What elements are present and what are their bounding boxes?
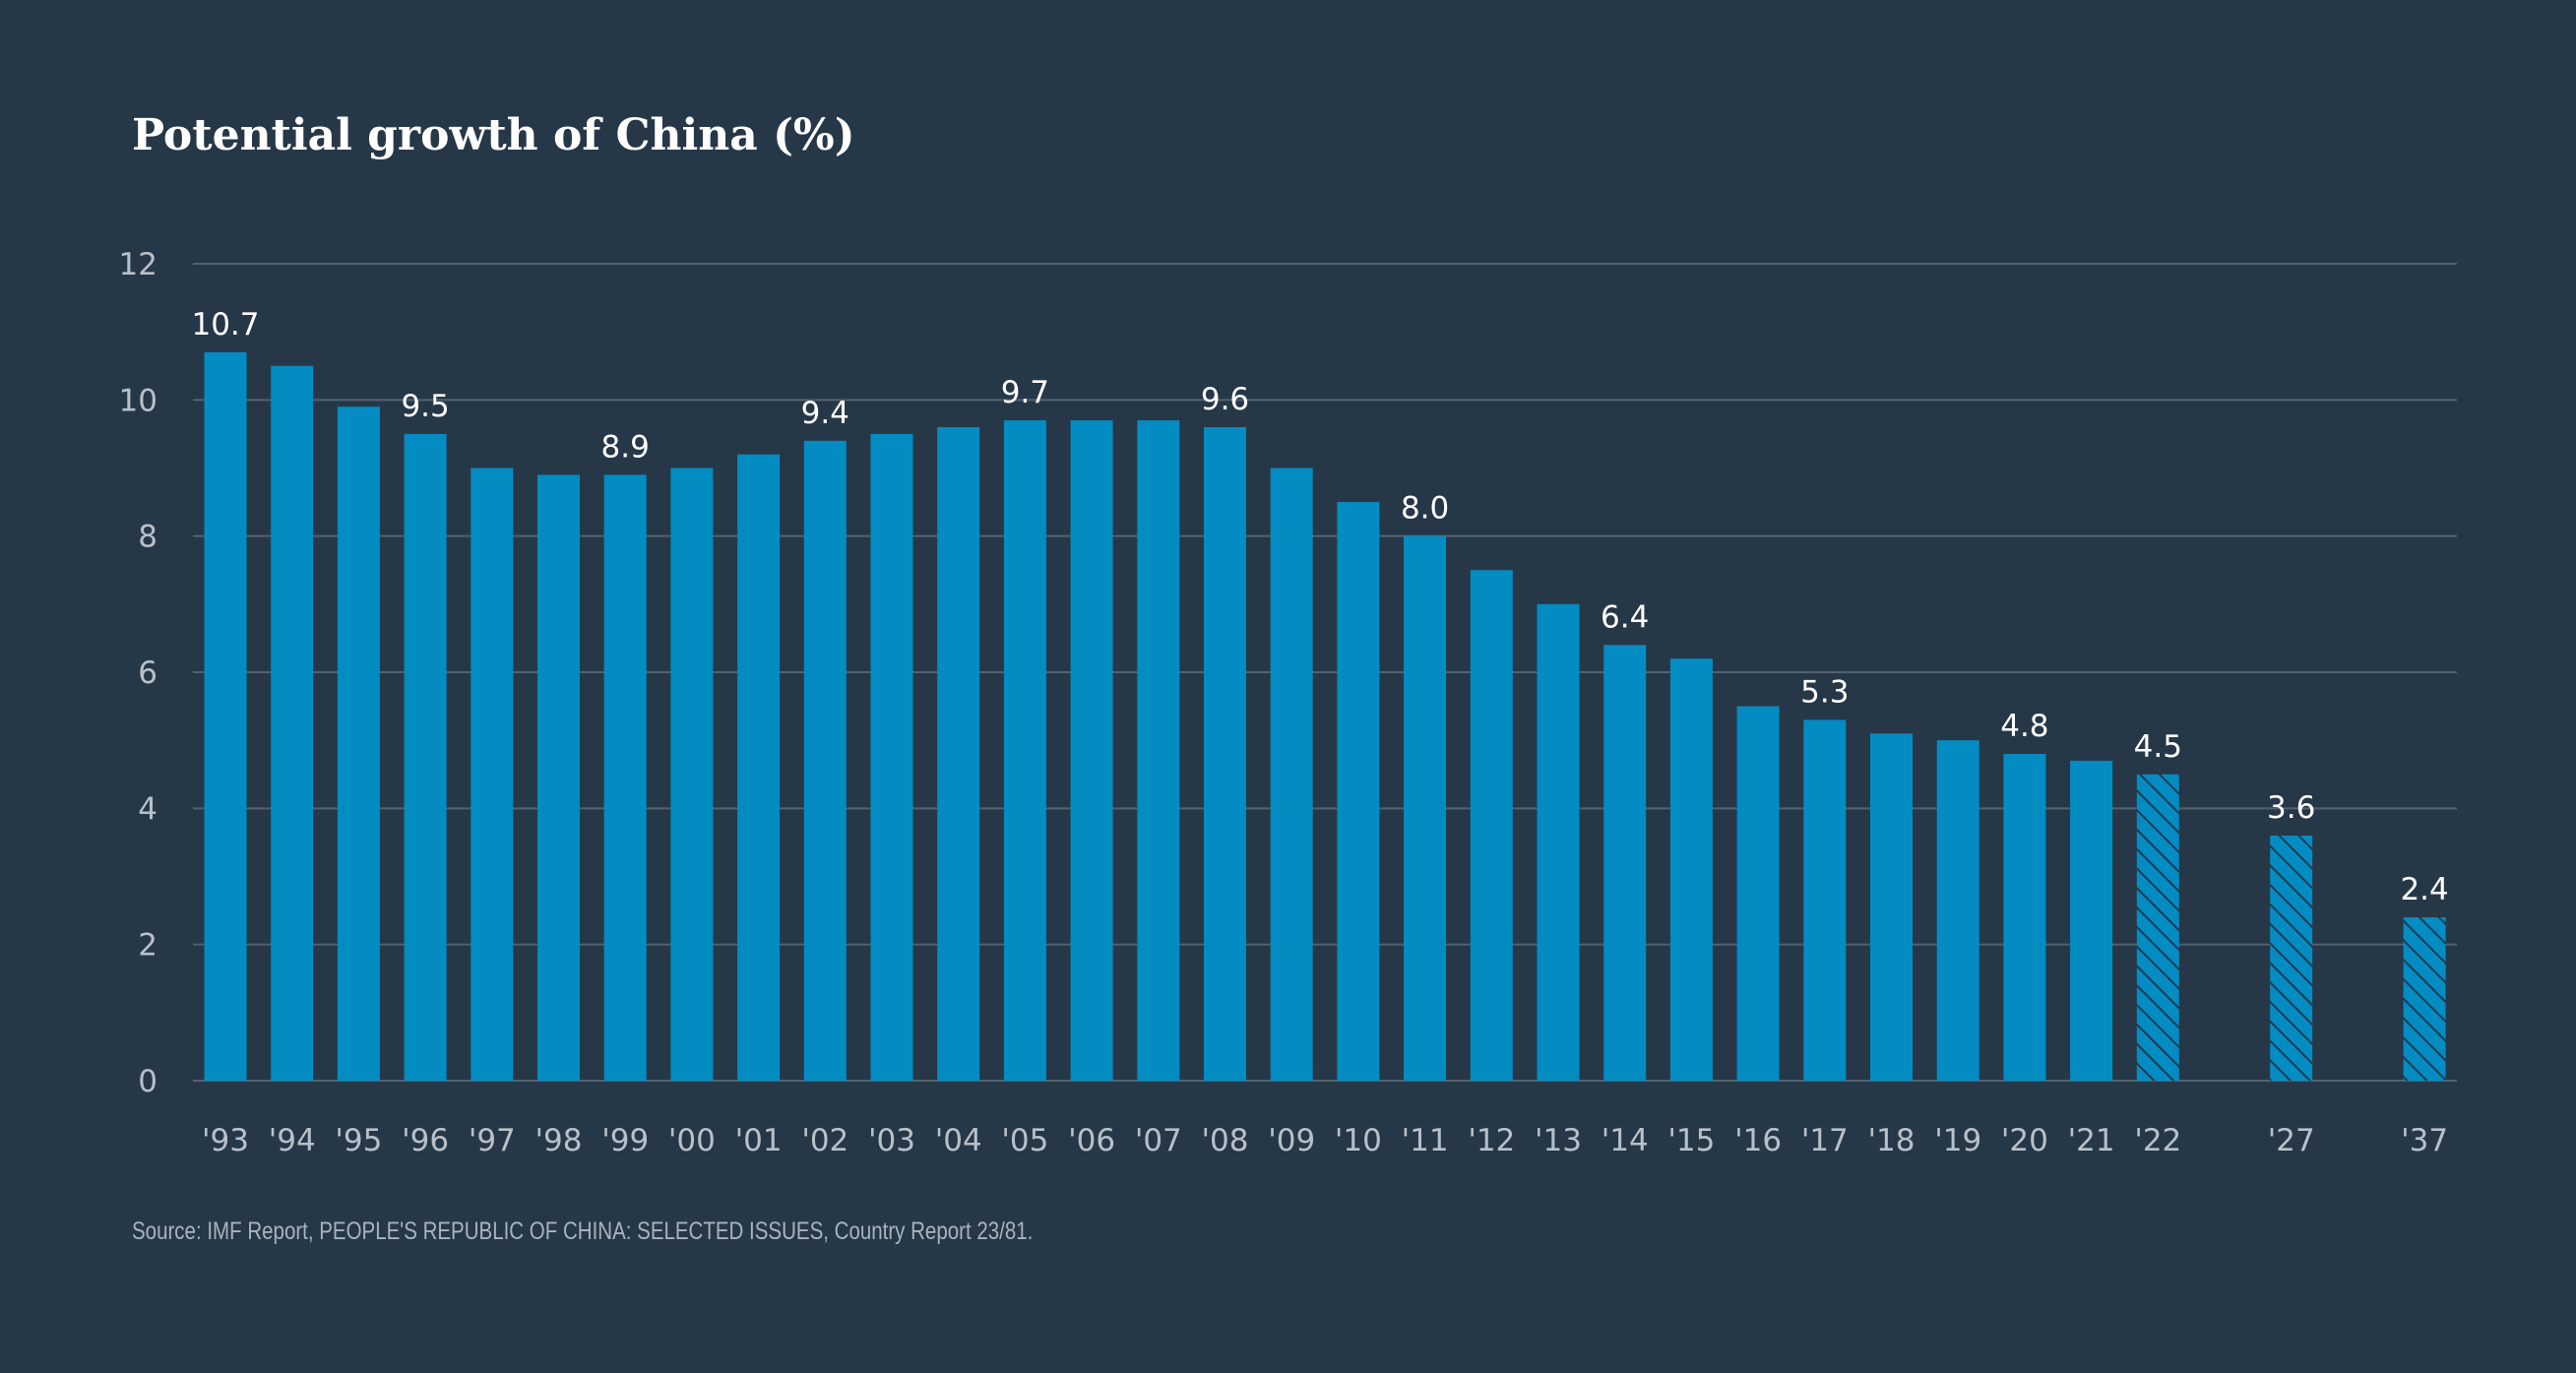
x-tick-label: '13 [1535,1123,1582,1158]
bar [1470,570,1513,1081]
bar [471,468,514,1081]
x-tick-label: '95 [335,1123,382,1158]
data-label: 8.0 [1401,491,1449,527]
bar [271,365,314,1081]
bar [1803,719,1847,1081]
bar [870,433,913,1082]
bar [1003,420,1046,1081]
bar [2003,754,2046,1081]
x-tick-label: '10 [1335,1123,1382,1158]
x-tick-label: '05 [1001,1123,1048,1158]
x-tick-label: '12 [1468,1123,1515,1158]
x-tick-label: '99 [601,1123,649,1158]
bar [1204,427,1246,1081]
x-tick-label: '04 [935,1123,982,1158]
x-tick-label: '21 [2068,1123,2115,1158]
x-tick-label: '18 [1868,1123,1916,1158]
bar [1404,535,1447,1081]
x-tick-label: '98 [535,1123,583,1158]
x-tick-label: '37 [2401,1123,2448,1158]
x-tick-label: '94 [269,1123,316,1158]
data-label: 2.4 [2400,872,2448,907]
bar [1870,733,1913,1081]
bar [1337,502,1380,1081]
x-tick-label: '27 [2268,1123,2315,1158]
bar [803,440,847,1081]
data-label: 9.7 [1001,375,1049,410]
x-tick-label: '07 [1135,1123,1182,1158]
data-label: 3.6 [2267,790,2315,826]
x-tick-label: '11 [1402,1123,1449,1158]
x-axis-ticks: '93 '94 '95 '96 '97 '98 '99 '00 '01 '02 '03 '04 '05 '… [202,1123,2448,1158]
x-tick-label: '19 [1934,1123,1981,1158]
bar [1537,603,1580,1081]
y-tick-label: 2 [138,928,157,964]
x-tick-label: '02 [801,1123,848,1158]
data-label: 9.4 [801,396,849,431]
y-axis-ticks: 0 2 4 6 8 10 12 [119,247,157,1099]
y-tick-label: 12 [119,247,157,282]
bar-projected [2136,774,2179,1081]
gridlines [193,263,2457,1082]
x-tick-label: '93 [202,1123,249,1158]
x-tick-label: '09 [1268,1123,1315,1158]
bar [1270,468,1313,1081]
data-label: 8.9 [601,429,650,465]
bar [204,351,247,1082]
bars [204,351,2446,1082]
x-tick-label: '00 [668,1123,716,1158]
x-tick-label: '03 [868,1123,915,1158]
x-tick-label: '20 [2001,1123,2048,1158]
data-labels: 10.7 9.5 8.9 9.4 9.7 9.6 8.0 6.4 5.3 4.8 4.5 3.6 2.4 [191,307,2448,907]
bar [1669,658,1713,1081]
data-label: 6.4 [1601,599,1649,635]
x-tick-label: '97 [469,1123,516,1158]
y-tick-label: 8 [138,520,157,555]
bar [937,427,980,1081]
y-tick-label: 10 [119,383,157,418]
data-label: 10.7 [191,307,259,343]
bar [537,474,580,1082]
bar [404,433,447,1082]
x-tick-label: '16 [1734,1123,1782,1158]
bar [1936,740,1979,1081]
y-tick-label: 0 [138,1064,157,1099]
bar-projected [2270,836,2313,1081]
bar [1137,420,1180,1081]
data-label: 4.5 [2134,729,2182,765]
chart-title: Potential growth of China (%) [132,110,855,160]
bar [1070,420,1113,1081]
bar [2070,760,2113,1081]
data-label: 9.5 [401,389,449,424]
x-tick-label: '01 [735,1123,783,1158]
data-label: 5.3 [1800,674,1849,710]
x-tick-label: '22 [2134,1123,2181,1158]
bar [1603,645,1647,1081]
x-tick-label: '96 [402,1123,449,1158]
x-tick-label: '08 [1202,1123,1249,1158]
x-tick-label: '06 [1068,1123,1115,1158]
bar [603,474,647,1082]
bar [1736,706,1780,1081]
y-tick-label: 6 [138,655,157,691]
source-note: Source: IMF Report, PEOPLE'S REPUBLIC OF… [132,1217,1034,1245]
bar [737,454,781,1082]
y-tick-label: 4 [138,791,157,827]
bar [337,406,380,1081]
bar [670,468,714,1081]
bar-projected [2403,917,2446,1081]
data-label: 4.8 [2000,709,2048,744]
x-tick-label: '17 [1801,1123,1849,1158]
data-label: 9.6 [1201,382,1249,417]
x-tick-label: '14 [1602,1123,1649,1158]
x-tick-label: '15 [1667,1123,1715,1158]
